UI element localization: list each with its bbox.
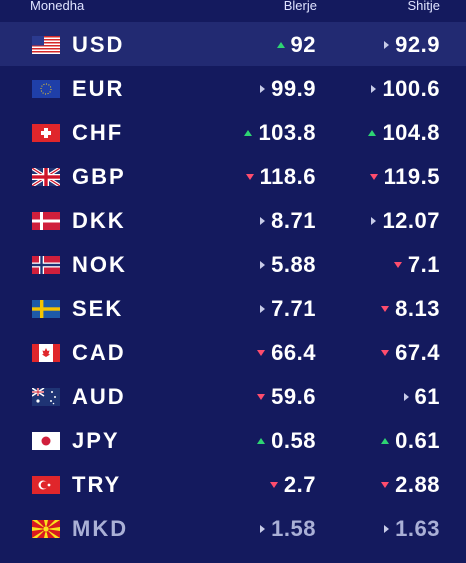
trend-up-icon: [257, 438, 266, 444]
sell-rate: 61: [403, 384, 440, 410]
sell-column-header: Shitje: [407, 0, 440, 13]
sell-rate: 100.6: [371, 76, 440, 102]
rate-row-dkk[interactable]: DKK 8.71 12.07: [0, 198, 466, 242]
table-header: Monedha Blerje Shitje: [0, 0, 466, 22]
rate-row-sek[interactable]: SEK 7.71 8.13: [0, 286, 466, 330]
us-flag-icon: [32, 36, 60, 54]
trend-down-icon: [257, 350, 266, 356]
trend-flat-icon: [260, 261, 266, 269]
buy-rate: 118.6: [245, 164, 316, 190]
rate-row-eur[interactable]: EUR 99.9 100.6: [0, 66, 466, 110]
rate-row-try[interactable]: TRY 2.7 2.88: [0, 462, 466, 506]
trend-down-icon: [381, 482, 390, 488]
buy-rate: 8.71: [260, 208, 316, 234]
currency-code: AUD: [72, 384, 126, 409]
sell-rate: 2.88: [381, 472, 440, 498]
trend-flat-icon: [384, 41, 390, 49]
buy-rate: 1.58: [260, 516, 316, 542]
sell-rate: 0.61: [381, 428, 440, 454]
buy-rate: 5.88: [260, 252, 316, 278]
jp-flag-icon: [32, 432, 60, 450]
gb-flag-icon: [32, 168, 60, 186]
currency-code: DKK: [72, 208, 126, 233]
rate-row-mkd[interactable]: MKD 1.58 1.63: [0, 506, 466, 550]
rate-row-jpy[interactable]: JPY 0.58 0.61: [0, 418, 466, 462]
trend-down-icon: [245, 174, 254, 180]
currency-code: EUR: [72, 76, 125, 101]
buy-rate: 59.6: [257, 384, 316, 410]
trend-flat-icon: [371, 217, 377, 225]
trend-down-icon: [269, 482, 278, 488]
trend-up-icon: [276, 42, 285, 48]
trend-flat-icon: [260, 85, 266, 93]
buy-rate: 7.71: [260, 296, 316, 322]
trend-down-icon: [381, 306, 390, 312]
trend-up-icon: [244, 130, 253, 136]
trend-flat-icon: [260, 305, 266, 313]
trend-down-icon: [381, 350, 390, 356]
sell-rate: 1.63: [384, 516, 440, 542]
currency-code: USD: [72, 32, 125, 57]
trend-flat-icon: [371, 85, 377, 93]
trend-flat-icon: [260, 525, 266, 533]
rate-row-usd[interactable]: USD 92 92.9: [0, 22, 466, 66]
trend-flat-icon: [260, 217, 266, 225]
trend-up-icon: [368, 130, 377, 136]
trend-flat-icon: [403, 393, 409, 401]
buy-rate: 92: [276, 32, 316, 58]
trend-up-icon: [381, 438, 390, 444]
rate-row-chf[interactable]: CHF 103.8 104.8: [0, 110, 466, 154]
sell-rate: 104.8: [368, 120, 440, 146]
currency-code: NOK: [72, 252, 127, 277]
currency-code: TRY: [72, 472, 122, 497]
trend-down-icon: [257, 394, 266, 400]
currency-code: GBP: [72, 164, 126, 189]
dk-flag-icon: [32, 212, 60, 230]
au-flag-icon: [32, 388, 60, 406]
rate-row-aud[interactable]: AUD 59.6 61: [0, 374, 466, 418]
se-flag-icon: [32, 300, 60, 318]
trend-down-icon: [393, 262, 402, 268]
currency-code: SEK: [72, 296, 124, 321]
trend-flat-icon: [384, 525, 390, 533]
rate-row-gbp[interactable]: GBP 118.6 119.5: [0, 154, 466, 198]
sell-rate: 7.1: [393, 252, 440, 278]
ca-flag-icon: [32, 344, 60, 362]
ch-flag-icon: [32, 124, 60, 142]
buy-column-header: Blerje: [283, 0, 317, 13]
no-flag-icon: [32, 256, 60, 274]
eu-flag-icon: [32, 80, 60, 98]
rate-row-cad[interactable]: CAD 66.4 67.4: [0, 330, 466, 374]
sell-rate: 92.9: [384, 32, 440, 58]
buy-rate: 103.8: [244, 120, 316, 146]
trend-down-icon: [369, 174, 378, 180]
currency-code: JPY: [72, 428, 120, 453]
buy-rate: 0.58: [257, 428, 316, 454]
currency-column-header: Monedha: [30, 0, 85, 13]
currency-code: CHF: [72, 120, 124, 145]
sell-rate: 8.13: [381, 296, 440, 322]
rate-row-nok[interactable]: NOK 5.88 7.1: [0, 242, 466, 286]
tr-flag-icon: [32, 476, 60, 494]
sell-rate: 12.07: [371, 208, 440, 234]
sell-rate: 119.5: [369, 164, 440, 190]
mk-flag-icon: [32, 520, 60, 538]
currency-code: MKD: [72, 516, 129, 541]
rates-list: USD 92 92.9 EUR 99.9 100.6 CHF 103.8 104…: [0, 22, 466, 550]
sell-rate: 67.4: [381, 340, 440, 366]
buy-rate: 66.4: [257, 340, 316, 366]
buy-rate: 2.7: [269, 472, 316, 498]
currency-code: CAD: [72, 340, 126, 365]
buy-rate: 99.9: [260, 76, 316, 102]
